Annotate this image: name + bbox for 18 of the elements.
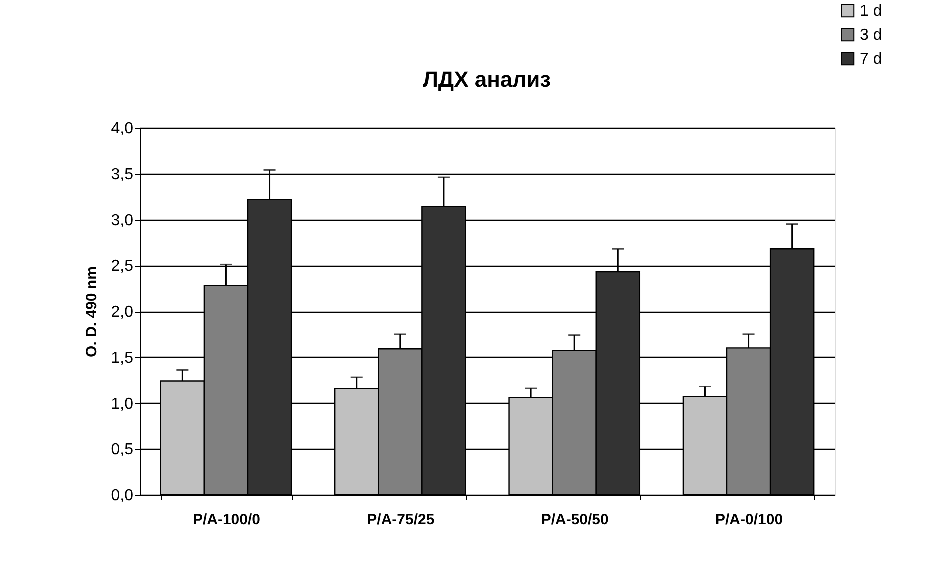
y-tick-label: 2,5 [111, 258, 134, 276]
legend-label: 7 d [860, 51, 882, 68]
y-tick-label: 1,5 [111, 350, 134, 367]
y-tick-label: 3,0 [111, 212, 134, 230]
y-axis-title: O. D. 490 nm [83, 266, 100, 358]
y-tick-label: 1,0 [111, 396, 134, 413]
x-tick-label: P/A-75/25 [367, 512, 435, 528]
x-tick-label: P/A-0/100 [716, 512, 784, 528]
legend-label: 1 d [860, 3, 882, 20]
y-tick-label: 2,0 [111, 304, 134, 321]
legend-label: 3 d [860, 27, 882, 44]
y-tick-label: 4,0 [111, 120, 134, 138]
chart-title: ЛДХ анализ [422, 67, 552, 92]
x-tick-label: P/A-50/50 [541, 512, 609, 528]
y-tick-label: 0,5 [111, 442, 134, 459]
y-tick-label: 3,5 [111, 166, 134, 184]
y-tick-label: 0,0 [111, 488, 134, 504]
x-tick-label: P/A-100/0 [192, 512, 260, 528]
